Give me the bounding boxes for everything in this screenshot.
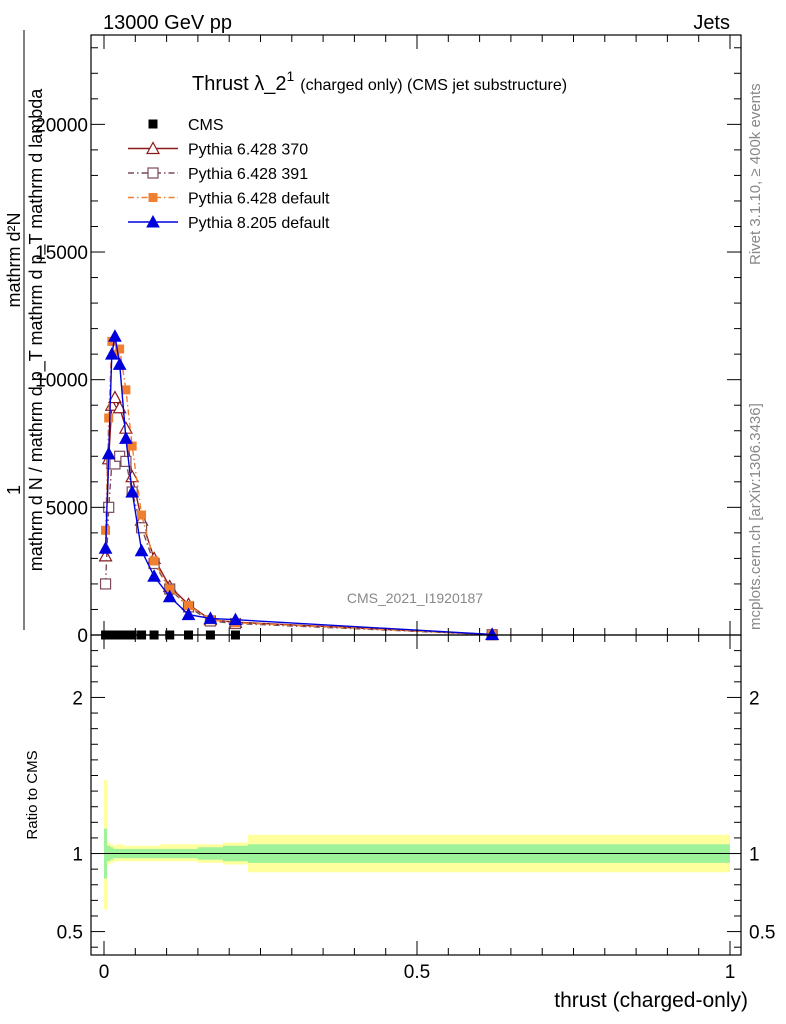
ratio-plot-panel: 0.5 0.5 1 1 2 2 Ratio to CMS [24,634,775,956]
ratio-tick-label-right: 1 [749,845,760,866]
data-point [104,347,119,360]
x-tick-label: 0.5 [404,962,430,983]
legend-entry: Pythia 6.428 370 [128,141,308,159]
ratio-tick-label-left: 2 [72,688,83,709]
ylabel-frac-line2: mathrm d N / mathrm d p_T mathrm d p_T m… [26,88,47,571]
y-tick-label: 5000 [46,498,88,519]
legend: CMS Pythia 6.428 370 Pythia 6.428 391 Pythi… [128,117,330,232]
data-point [135,522,148,534]
data-point [162,589,177,603]
data-point [127,441,137,451]
y-tick-label: 20000 [35,115,88,136]
ylabel-frac-line1: mathrm d²N [4,212,24,307]
ratio-tick-label-right: 0.5 [749,923,775,944]
chart-title: Thrust λ_21 (charged only) (CMS jet subst… [192,68,567,95]
legend-label: Pythia 6.428 370 [188,142,308,159]
y-axis-label-main: 1 mathrm d²N mathrm d N / mathrm d p_T m… [4,30,47,630]
header-right: Jets [693,12,730,34]
x-axis-label: thrust (charged-only) [554,989,748,1012]
header-left: 13000 GeV pp [103,12,232,34]
data-point [104,413,114,423]
legend-label: Pythia 8.205 default [188,215,330,232]
ratio-tick-label-left: 1 [72,845,83,866]
ylabel-ratio: Ratio to CMS [24,750,41,839]
data-point [99,578,112,590]
ratio-tick-label-left: 0.5 [57,923,83,944]
data-point [149,556,159,566]
y-tick-label: 15000 [35,243,88,264]
data-point [101,446,116,460]
legend-marker [145,141,161,155]
chart-title-suffix: (charged only) (CMS jet substructure) [300,77,567,94]
chart-title-main: Thrust λ_2 [192,73,286,95]
y-tick-label: 10000 [35,371,88,392]
data-point [125,484,140,498]
data-point [228,612,243,626]
data-point [485,627,499,640]
data-point [134,543,149,557]
legend-entry: Pythia 6.428 391 [128,166,308,183]
legend-label: Pythia 6.428 391 [188,166,308,183]
data-point [119,431,133,444]
data-point [98,541,113,554]
legend-label: Pythia 6.428 default [188,191,330,208]
data-point [115,344,125,354]
y-tick-label: 0 [77,626,88,647]
data-point [137,510,147,520]
mcplots-label: mcplots.cern.ch [arXiv:1306.3436] [747,403,764,630]
data-point [121,385,131,395]
ratio-plot-frame [90,634,742,956]
main-plot-panel: 0 5000 10000 15000 20000 CMS_2021_I1920187 T… [35,34,742,647]
series-2 [99,450,498,641]
data-point [108,329,122,342]
series-line [104,455,493,636]
legend-marker [147,167,159,179]
ylabel-frac-one: 1 [4,485,24,495]
legend-label: CMS [188,117,224,134]
data-point [147,569,161,582]
legend-marker [148,119,158,129]
data-point [103,501,115,513]
legend-marker [146,214,160,228]
legend-entry: CMS [148,117,224,134]
x-tick-label: 1 [725,962,736,983]
ratio-tick-label-right: 2 [749,688,760,709]
data-point [203,611,218,624]
chart-watermark: CMS_2021_I1920187 [347,590,483,606]
legend-marker [148,193,158,202]
chart-title-sup: 1 [286,68,294,84]
data-point [98,548,113,562]
legend-entry: Pythia 8.205 default [128,214,330,232]
data-point [181,607,196,621]
data-point [107,390,122,404]
data-point [112,357,127,370]
legend-entry: Pythia 6.428 default [128,191,330,208]
x-tick-label: 0 [99,962,110,983]
series-4 [98,329,499,640]
rivet-label: Rivet 3.1.10, ≥ 400k events [747,83,764,265]
data-point [120,455,132,467]
